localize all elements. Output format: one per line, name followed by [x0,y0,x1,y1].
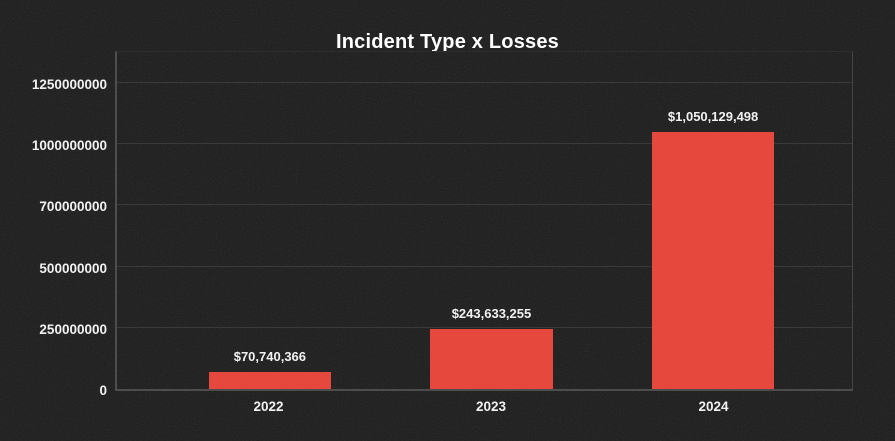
y-tick-label: 1250000000 [31,77,107,92]
x-tick-label-2022: 2022 [253,399,284,414]
x-tick-label-2024: 2024 [698,399,729,414]
y-axis: 0 250000000 500000000 700000000 1000000000 12… [0,51,107,398]
bar-value-label: $1,050,129,498 [667,109,759,124]
gridline [117,82,852,83]
bar-2022[interactable] [208,372,332,389]
bar-value-label: $243,633,255 [451,306,532,321]
y-tick-label: 0 [99,383,107,398]
x-tick-label-2023: 2023 [475,399,507,414]
y-tick-label: 250000000 [39,321,107,337]
x-axis: 2022 2023 2024 [115,399,853,419]
bar-2024[interactable] [651,132,775,389]
bar-2023[interactable] [430,329,553,389]
plot-area: $70,740,366 $243,633,255 $1,050,129,498 [115,51,853,391]
y-tick-label: 700000000 [39,199,107,215]
y-tick-label: 1000000000 [31,138,107,154]
bar-value-label: $70,740,366 [233,349,307,364]
y-tick-label: 500000000 [39,260,107,276]
